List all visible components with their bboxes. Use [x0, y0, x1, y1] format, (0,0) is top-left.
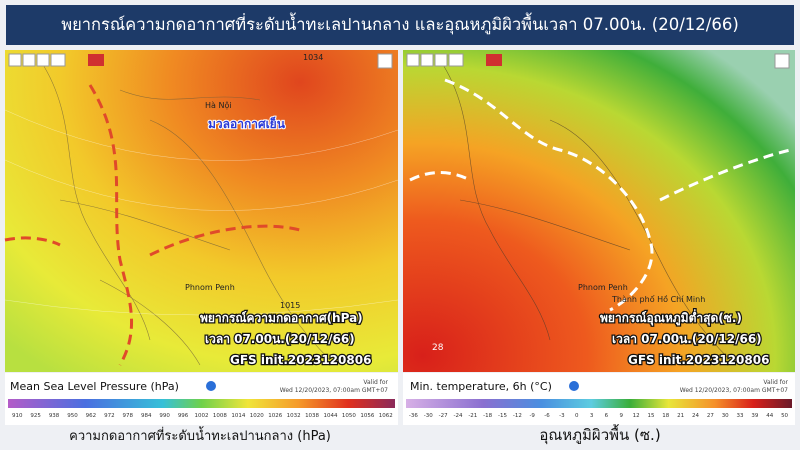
scale-tick-label: 938	[49, 413, 60, 419]
scale-tick-label: 1008	[213, 413, 227, 419]
scale-tick-label: 925	[30, 413, 41, 419]
valid-for: Valid for	[363, 379, 388, 386]
scale-tick-label: -3	[559, 413, 565, 419]
valid-time: Wed 12/20/2023, 07:00am GMT+07	[280, 387, 388, 394]
scale-tick-label: 1038	[305, 413, 319, 419]
scale-tick-label: -27	[439, 413, 448, 419]
scale-tick-label: -36	[409, 413, 418, 419]
scale-tick-label: 0	[575, 413, 579, 419]
scale-tick-label: 18	[662, 413, 669, 419]
scale-tick-label: 978	[123, 413, 134, 419]
scale-tick-label: 972	[104, 413, 115, 419]
scale-tick-label: 1014	[231, 413, 245, 419]
scale-tick-label: 6	[605, 413, 609, 419]
scale-tick-label: 962	[86, 413, 97, 419]
scale-tick-label: 21	[677, 413, 684, 419]
scale-tick-label: 910	[12, 413, 23, 419]
scale-tick-label: -9	[529, 413, 535, 419]
scale-tick-label: 990	[159, 413, 170, 419]
place-label: Hà Nội	[205, 100, 232, 110]
isobar-label: 1015	[280, 301, 300, 310]
scale-tick-label: 44	[766, 413, 773, 419]
scale-tick-label: -24	[453, 413, 462, 419]
scale-tick-label: 12	[633, 413, 640, 419]
overlay-text: พยากรณ์ความกดอากาศ(hPa)	[200, 311, 363, 325]
header-bar	[6, 5, 794, 45]
place-label: Phnom Penh	[578, 283, 628, 292]
scale-tick-label: 9	[620, 413, 624, 419]
scale-tick-label: -21	[468, 413, 477, 419]
place-label: Phnom Penh	[185, 283, 235, 292]
temperature-legend: Min. temperature, 6h (°C) Valid for Wed …	[403, 373, 795, 425]
scale-tick-label: -12	[513, 413, 522, 419]
valid-time: Wed 12/20/2023, 07:00am GMT+07	[680, 387, 788, 394]
scale-tick-label: 1002	[195, 413, 209, 419]
scale-tick-label: 33	[737, 413, 744, 419]
overlay-text: พยากรณ์อุณหภูมิต่ำสุด(ซ.)	[600, 309, 742, 326]
place-label: Thành phố Hồ Chí Minh	[611, 294, 705, 304]
pressure-map: 1034 1015 Hà Nội Phnom Penh มวลอากาศเย็น…	[4, 50, 399, 372]
scale-tick-label: 1062	[379, 413, 393, 419]
scale-tick-label: 27	[707, 413, 714, 419]
legend-title: Min. temperature, 6h (°C)	[410, 380, 552, 393]
scale-tick-label: 1026	[268, 413, 282, 419]
cold-air-label: มวลอากาศเย็น	[208, 116, 286, 131]
scale-tick-label: 15	[647, 413, 654, 419]
pressure-legend: Mean Sea Level Pressure (hPa) Valid for …	[5, 373, 398, 425]
scale-tick-label: -30	[424, 413, 433, 419]
scale-tick-label: -18	[483, 413, 492, 419]
temperature-map: 28 Phnom Penh Thành phố Hồ Chí Minh พยาก…	[403, 50, 795, 372]
scale-tick-label: 1050	[342, 413, 356, 419]
overlay-text: GFS init.2023120806	[628, 353, 769, 367]
scale-tick-label: 950	[67, 413, 78, 419]
caption: อุณหภูมิผิวพื้น (ซ.)	[539, 424, 660, 445]
valid-for: Valid for	[763, 379, 788, 386]
header-title: พยากรณ์ความกดอากาศที่ระดับน้ำทะเลปานกลาง…	[61, 12, 739, 35]
overlay-text: เวลา 07.00น.(20/12/66)	[205, 332, 355, 346]
caption: ความกดอากาศที่ระดับน้ำทะเลปานกลาง (hPa)	[69, 426, 331, 444]
scale-tick-label: 984	[141, 413, 152, 419]
overlay-text: GFS init.2023120806	[230, 353, 371, 367]
scale-tick-label: 1020	[250, 413, 264, 419]
scale-tick-label: 30	[722, 413, 729, 419]
scale-tick-label: -6	[544, 413, 550, 419]
scale-tick-label: 3	[590, 413, 594, 419]
overlay-text: เวลา 07.00น.(20/12/66)	[612, 332, 762, 346]
scale-tick-label: 1044	[324, 413, 338, 419]
isobar-label: 1034	[303, 53, 323, 62]
scale-tick-label: -15	[498, 413, 507, 419]
scale-tick-label: 1032	[287, 413, 301, 419]
scale-tick-label: 50	[781, 413, 788, 419]
scale-tick-label: 24	[692, 413, 699, 419]
scale-tick-label: 39	[751, 413, 758, 419]
map-value: 28	[432, 343, 444, 353]
scale-tick-label: 996	[178, 413, 189, 419]
legend-title: Mean Sea Level Pressure (hPa)	[10, 380, 179, 393]
scale-tick-label: 1056	[360, 413, 374, 419]
